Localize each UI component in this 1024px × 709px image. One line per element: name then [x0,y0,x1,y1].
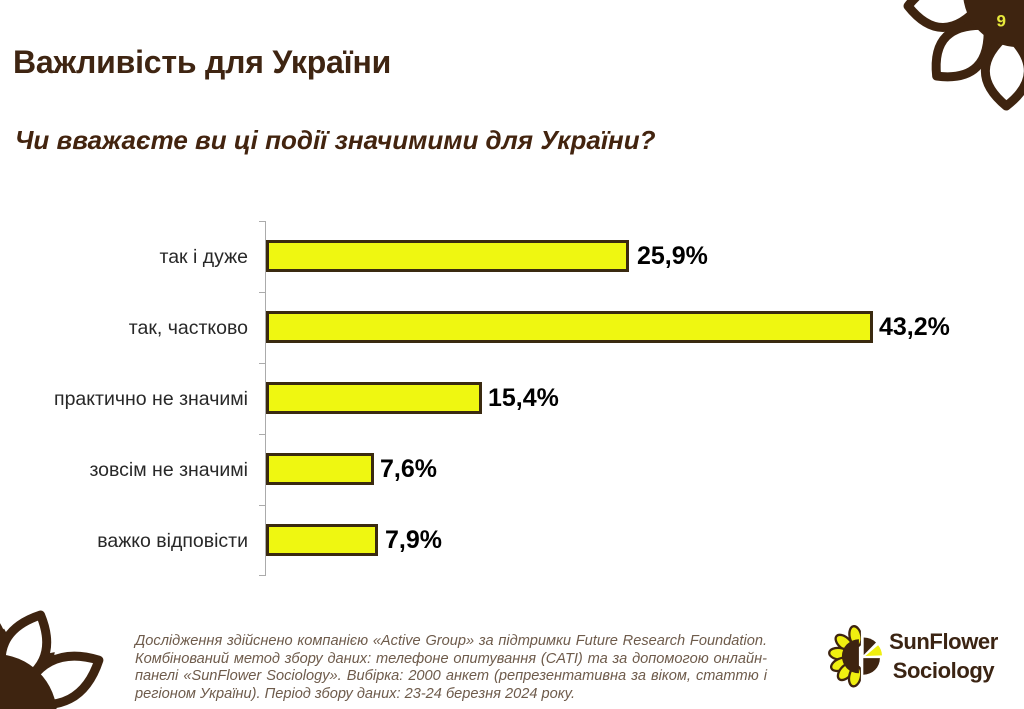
svg-text:9: 9 [997,12,1006,31]
